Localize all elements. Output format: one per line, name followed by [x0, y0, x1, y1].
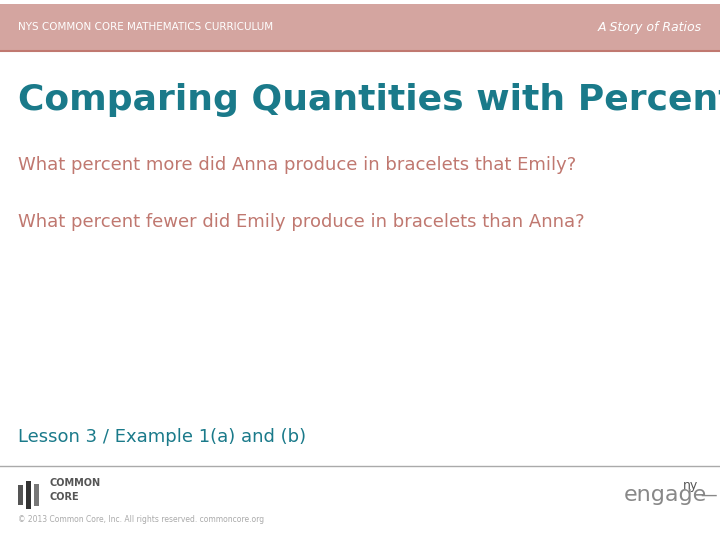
Text: Comparing Quantities with Percent: Comparing Quantities with Percent [18, 83, 720, 117]
Text: © 2013 Common Core, Inc. All rights reserved. commoncore.org: © 2013 Common Core, Inc. All rights rese… [18, 516, 264, 524]
FancyBboxPatch shape [26, 481, 31, 509]
Text: —: — [700, 486, 716, 504]
FancyBboxPatch shape [0, 4, 720, 50]
FancyBboxPatch shape [34, 484, 39, 506]
Text: engage: engage [624, 485, 707, 505]
Text: COMMON
CORE: COMMON CORE [50, 478, 101, 502]
Text: What percent more did Anna produce in bracelets that Emily?: What percent more did Anna produce in br… [18, 156, 576, 174]
Text: A Story of Ratios: A Story of Ratios [598, 21, 702, 33]
Text: Lesson 3 / Example 1(a) and (b): Lesson 3 / Example 1(a) and (b) [18, 428, 306, 446]
Text: NYS COMMON CORE MATHEMATICS CURRICULUM: NYS COMMON CORE MATHEMATICS CURRICULUM [18, 22, 273, 32]
Text: What percent fewer did Emily produce in bracelets than Anna?: What percent fewer did Emily produce in … [18, 213, 585, 231]
FancyBboxPatch shape [18, 485, 23, 505]
Text: ny: ny [683, 478, 698, 491]
